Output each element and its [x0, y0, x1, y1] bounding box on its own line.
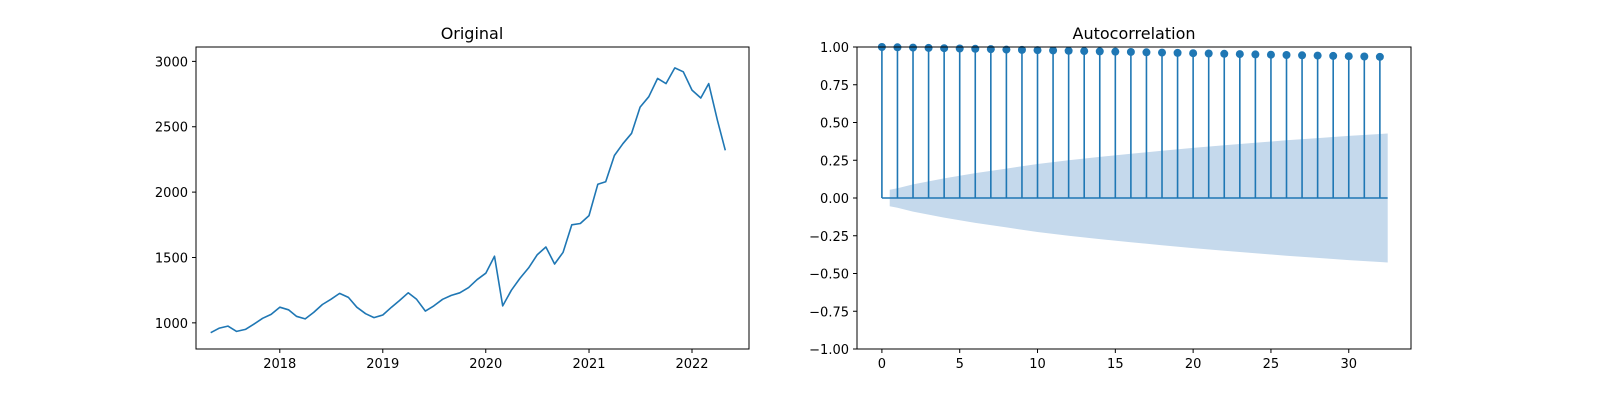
original-y-tick-label: 1000 — [155, 317, 188, 332]
acf-point — [1329, 51, 1338, 60]
autocorrelation-x-axis: 0 5 10 15 20 25 30 — [878, 349, 1357, 372]
acf-x-tick-label: 5 — [956, 357, 964, 372]
acf-point — [1189, 49, 1198, 58]
original-x-tick-label: 2020 — [469, 357, 502, 372]
acf-point — [1266, 50, 1275, 59]
acf-point — [1344, 52, 1353, 61]
acf-point — [1313, 51, 1322, 60]
acf-point — [1298, 51, 1307, 60]
original-x-tick-label: 2022 — [675, 357, 708, 372]
acf-point — [909, 43, 918, 52]
acf-point — [940, 44, 949, 53]
acf-point — [1158, 48, 1167, 57]
acf-point — [955, 44, 964, 53]
acf-point — [1002, 45, 1011, 54]
acf-point — [1173, 48, 1182, 57]
acf-point — [1033, 46, 1042, 55]
original-x-tick-label: 2021 — [572, 357, 605, 372]
original-x-tick-label: 2018 — [263, 357, 296, 372]
original-y-axis: 1000 1500 2000 2500 3000 — [155, 55, 196, 332]
acf-y-tick-label: 0.00 — [820, 192, 849, 207]
acf-point — [1375, 52, 1384, 61]
acf-x-tick-label: 25 — [1263, 357, 1280, 372]
acf-y-tick-label: 0.50 — [820, 117, 849, 132]
autocorrelation-chart: Autocorrelation 0 5 10 15 20 25 30 1.00 0.75 0.5… — [809, 24, 1412, 372]
original-plot-frame — [195, 46, 750, 350]
original-y-tick-label: 1500 — [155, 251, 188, 266]
acf-point — [1064, 46, 1073, 55]
acf-x-tick-label: 30 — [1340, 357, 1357, 372]
acf-y-tick-label: 0.75 — [820, 79, 849, 94]
acf-y-tick-label: −0.75 — [809, 305, 849, 320]
acf-point — [1235, 50, 1244, 59]
acf-point — [1080, 47, 1089, 56]
acf-point — [1282, 51, 1291, 60]
original-y-tick-label: 2500 — [155, 121, 188, 136]
acf-point — [1095, 47, 1104, 56]
acf-point — [1111, 47, 1120, 56]
acf-point — [1126, 47, 1135, 56]
original-x-tick-label: 2019 — [366, 357, 399, 372]
acf-x-tick-label: 0 — [878, 357, 886, 372]
autocorrelation-y-axis: 1.00 0.75 0.50 0.25 0.00 −0.25 −0.50 −0.75 −1.00 — [809, 41, 857, 358]
acf-y-tick-label: −1.00 — [809, 343, 849, 358]
acf-point — [971, 44, 980, 53]
acf-y-tick-label: −0.25 — [809, 230, 849, 245]
acf-point — [1142, 48, 1151, 57]
acf-point — [1251, 50, 1260, 59]
original-chart: Original 2018 2019 2020 2021 2022 1000 1500 20… — [155, 24, 750, 372]
original-y-tick-label: 2000 — [155, 186, 188, 201]
original-y-tick-label: 3000 — [155, 55, 188, 70]
acf-y-tick-label: −0.50 — [809, 268, 849, 283]
original-chart-title: Original — [441, 24, 504, 43]
autocorrelation-chart-title: Autocorrelation — [1073, 24, 1196, 43]
acf-point — [1360, 52, 1369, 61]
acf-x-tick-label: 20 — [1185, 357, 1202, 372]
acf-point — [986, 45, 995, 54]
acf-point — [1017, 45, 1026, 54]
acf-x-tick-label: 10 — [1029, 357, 1046, 372]
acf-x-tick-label: 15 — [1107, 357, 1124, 372]
acf-point — [924, 43, 933, 52]
acf-y-tick-label: 1.00 — [820, 41, 849, 56]
original-x-axis: 2018 2019 2020 2021 2022 — [263, 349, 709, 372]
acf-point — [1204, 49, 1213, 58]
acf-y-tick-label: 0.25 — [820, 154, 849, 169]
acf-point — [1220, 49, 1229, 58]
original-series-line — [210, 67, 727, 334]
acf-point — [1049, 46, 1058, 55]
